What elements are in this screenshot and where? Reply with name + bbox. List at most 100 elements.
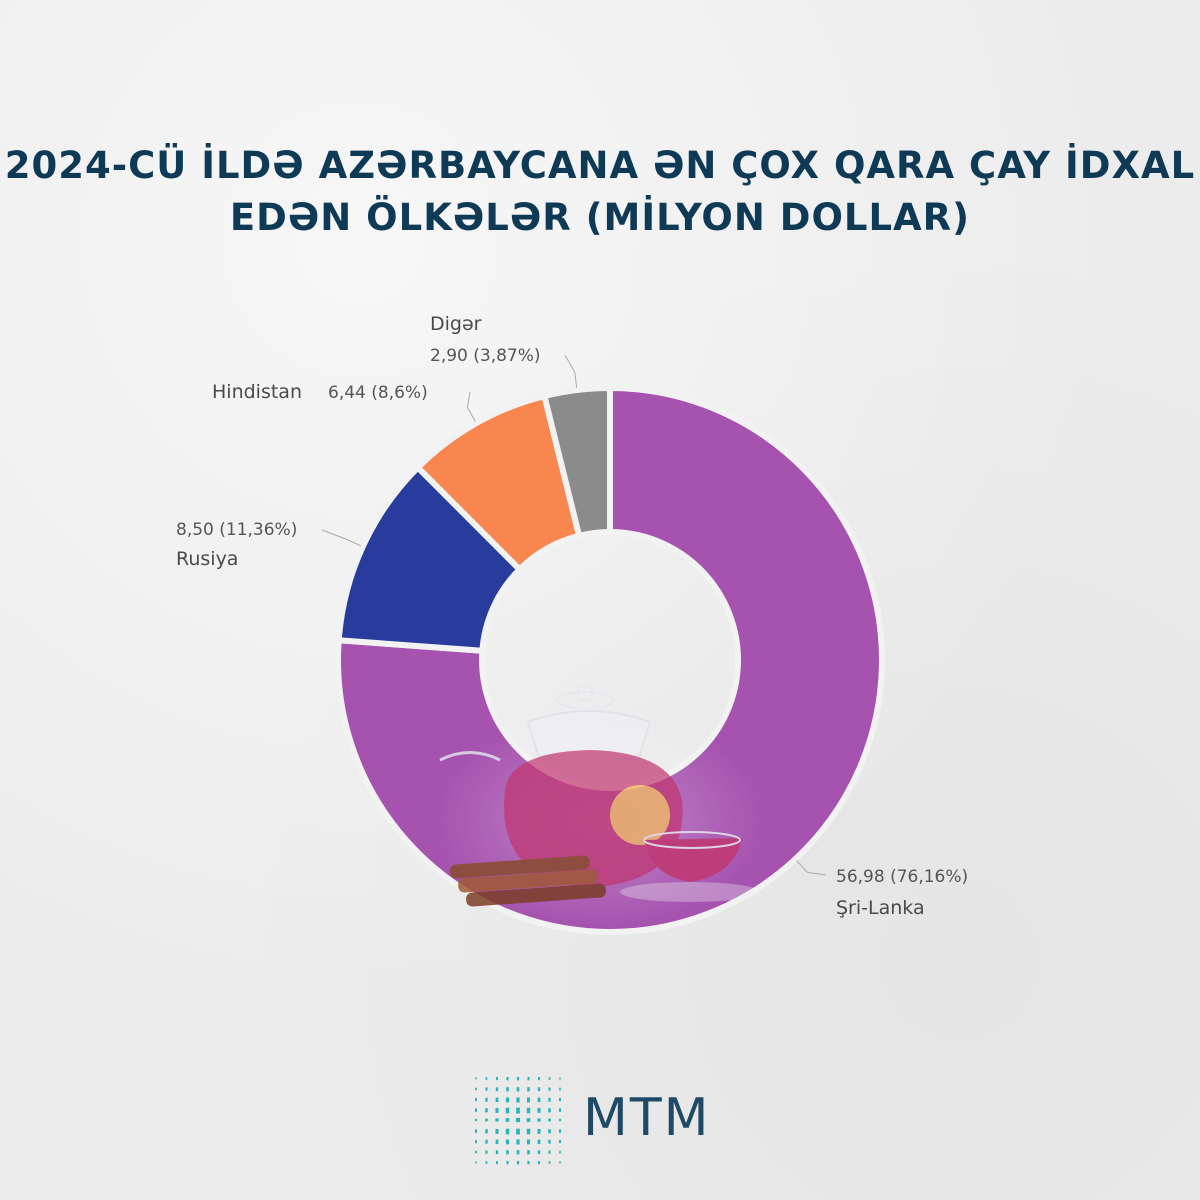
logo-dot (548, 1129, 551, 1134)
label-sri-lanka-name: Şri-Lanka (836, 897, 925, 919)
logo-dot (527, 1150, 530, 1155)
logo-dot (475, 1077, 477, 1080)
logo-dot (495, 1150, 499, 1155)
logo-text: MTM (583, 1088, 711, 1148)
logo-dot (485, 1087, 488, 1091)
label-digar-name: Digər (430, 313, 482, 335)
teapot-illustration (430, 685, 770, 930)
logo-dot (558, 1129, 562, 1133)
leader-rusiya (321, 529, 362, 547)
logo-dot (485, 1108, 488, 1113)
slice-digar (541, 385, 613, 539)
logo-dot (538, 1161, 540, 1165)
logo-dot (559, 1161, 561, 1164)
logo-dot (475, 1161, 477, 1164)
logo-dot (485, 1129, 488, 1134)
logo-dot (516, 1150, 520, 1155)
label-rusiya-name: Rusiya (176, 548, 238, 570)
logo-dot (475, 1150, 477, 1154)
logo-dot (527, 1087, 530, 1092)
logo-dot (558, 1118, 562, 1122)
logo-dot (516, 1087, 520, 1092)
chart-title: 2024-CÜ İLDƏ AZƏRBAYCANA ƏN ÇOX QARA ÇAY… (0, 140, 1200, 244)
logo-dot (527, 1076, 530, 1081)
logo-dot (558, 1108, 562, 1112)
logo-dot (495, 1139, 499, 1145)
logo-dot (495, 1118, 499, 1122)
logo-dot (506, 1087, 509, 1092)
logo-dot (475, 1140, 477, 1144)
logo-dot (526, 1118, 531, 1122)
label-rusiya-value: 8,50 (11,36%) (176, 520, 297, 540)
logo-dot (496, 1077, 498, 1081)
logo-dot (485, 1077, 488, 1080)
label-sri-lanka-value: 56,98 (76,16%) (836, 867, 968, 887)
logo-dot (475, 1087, 477, 1091)
cinnamon-sticks (450, 855, 606, 907)
logo-dot (506, 1160, 509, 1165)
logo-dot (516, 1107, 520, 1114)
logo-dot (548, 1097, 551, 1102)
logo-dot (485, 1150, 488, 1154)
logo-dot (505, 1107, 510, 1114)
logo-dot (516, 1097, 520, 1103)
logo-dot (495, 1128, 499, 1134)
logo-dot (474, 1129, 478, 1133)
leader-digar (564, 354, 578, 389)
label-digar-value: 2,90 (3,87%) (430, 346, 541, 366)
logo-dot (485, 1097, 488, 1102)
chart-title-line-1: 2024-CÜ İLDƏ AZƏRBAYCANA ƏN ÇOX QARA ÇAY… (4, 144, 1196, 187)
logo-dot (537, 1150, 541, 1155)
logo-dot (548, 1087, 551, 1091)
logo-dot (516, 1076, 520, 1081)
logo-dot (526, 1097, 531, 1103)
logo-dot (559, 1077, 561, 1080)
logo-dot (559, 1150, 561, 1154)
leader-sri-lanka (796, 860, 827, 876)
logo-dot (516, 1139, 520, 1145)
logo-dot (548, 1161, 551, 1164)
logo-dot (537, 1139, 541, 1145)
logo-dot (548, 1108, 551, 1113)
label-hindistan-value: 6,44 (8,6%) (328, 383, 428, 403)
logo-dot (474, 1108, 478, 1112)
logo-mark-icon (474, 1076, 562, 1165)
logo-dot (526, 1107, 531, 1114)
logo-dot (548, 1118, 551, 1122)
logo-dot (506, 1150, 509, 1155)
logo-dot (537, 1128, 541, 1134)
logo-dot (516, 1160, 520, 1165)
logo-dot (485, 1161, 488, 1164)
logo-dot (505, 1097, 510, 1103)
logo-dot (559, 1087, 561, 1091)
logo-dot (559, 1098, 561, 1102)
logo-dot (495, 1087, 499, 1092)
logo-dot (537, 1087, 541, 1092)
logo-dot (505, 1139, 510, 1145)
leader-lines (321, 354, 827, 876)
slice-rusiya (335, 464, 523, 654)
logo-dot (537, 1107, 541, 1113)
logo-dot (559, 1140, 561, 1144)
mtm-logo: MTM (468, 1070, 768, 1170)
logo-dot (495, 1097, 499, 1103)
logo-dot (515, 1117, 521, 1123)
logo-dot (505, 1128, 510, 1135)
logo-dot (527, 1160, 530, 1165)
logo-dot (485, 1139, 488, 1144)
logo-dot (485, 1118, 488, 1122)
logo-dot (548, 1077, 551, 1080)
logo-dot (526, 1128, 531, 1135)
logo-dot (537, 1097, 541, 1103)
logo-dot (548, 1150, 551, 1154)
logo-dot (548, 1139, 551, 1144)
logo-dot (506, 1076, 509, 1081)
logo-dot (505, 1118, 510, 1122)
logo-dot (475, 1098, 477, 1102)
logo-dot (495, 1107, 499, 1113)
logo-dot (474, 1118, 478, 1122)
logo-dot (538, 1077, 540, 1081)
leader-hindistan (466, 391, 476, 422)
